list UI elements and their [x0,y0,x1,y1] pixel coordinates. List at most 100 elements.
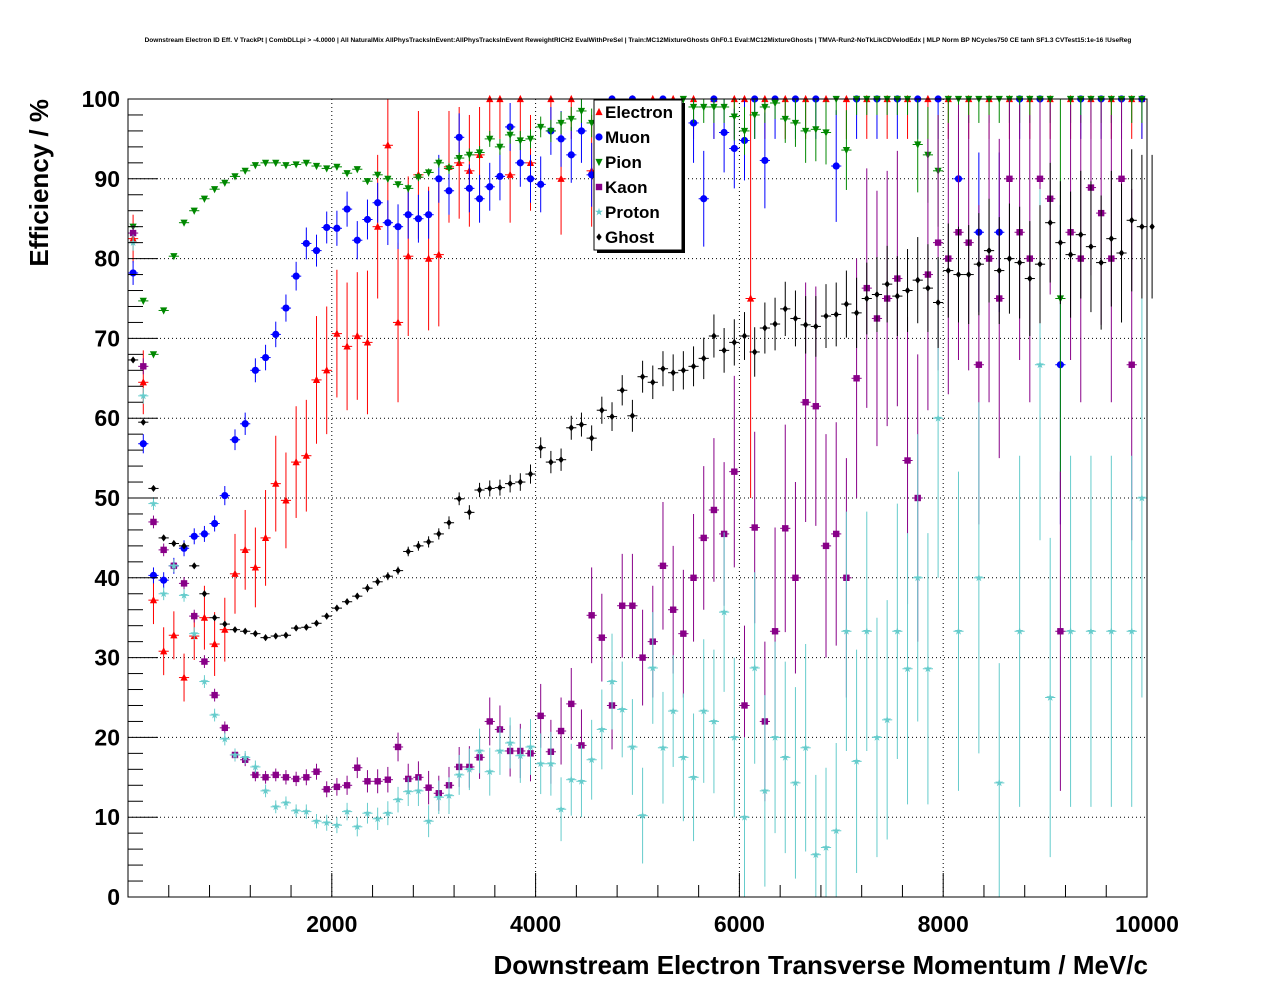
pion-point [535,116,546,138]
proton-marker [811,850,820,859]
muon-point [484,162,495,211]
ghost-point [1004,203,1015,314]
proton-marker [455,770,464,779]
proton-marker [923,664,932,673]
ghost-marker [201,590,208,598]
proton-point [515,728,526,783]
kaon-marker [252,771,259,779]
muon-point [250,358,261,383]
kaon-point [627,553,638,658]
kaon-marker [313,768,320,775]
y-tick-label: 60 [94,405,120,431]
proton-point [148,497,159,510]
ghost-point [525,464,536,484]
ghost-point [535,437,546,459]
proton-marker [587,755,596,764]
ghost-point [158,534,169,542]
ghost-marker [833,310,839,319]
pion-point [403,184,414,193]
pion-point [759,99,770,123]
proton-point [902,533,913,805]
proton-marker [281,798,290,807]
kaon-marker [669,606,677,613]
muon-point [474,174,485,223]
series-proton [128,189,1147,897]
kaon-marker [282,774,290,781]
electron-marker [425,254,433,262]
pion-marker [761,103,769,112]
muon-point [148,567,159,584]
ghost-point [637,360,648,393]
ghost-point [1024,221,1035,337]
proton-point [882,600,893,840]
pion-point [423,168,434,177]
ghost-point [729,319,740,366]
ghost-point [321,612,332,620]
muon-point [158,572,169,589]
pion-point [311,162,322,171]
pion-point [443,162,455,175]
proton-point [505,717,516,769]
proton-marker [893,627,902,635]
muon-marker [241,420,249,428]
kaon-marker [680,630,687,637]
muon-point [372,182,383,223]
proton-marker [669,706,678,715]
electron-marker [221,625,229,633]
ghost-marker [1149,223,1155,231]
muon-point [138,434,149,454]
proton-point [647,612,658,724]
electron-point [280,452,292,549]
pion-point [219,179,230,187]
ghost-marker [466,508,473,516]
electron-marker [139,378,147,386]
ghost-marker [252,630,259,638]
pion-marker [588,119,596,128]
proton-marker [883,715,892,724]
pion-marker [465,151,473,159]
proton-marker [618,705,627,713]
proton-point [606,633,618,730]
ghost-point [851,277,862,348]
proton-point [291,804,302,818]
muon-marker [129,269,137,277]
x-tick-label: 8000 [918,911,969,937]
ghost-point [1149,154,1155,299]
pion-point [301,159,312,167]
proton-point [566,743,577,816]
ghost-point [749,327,760,377]
ghost-marker [242,627,248,635]
pion-marker [221,179,229,187]
muon-marker [312,247,321,255]
ghost-marker [436,530,442,538]
y-axis-label: Efficiency / % [24,99,54,267]
electron-marker [557,174,565,182]
pion-marker [914,141,922,149]
electron-marker [312,375,321,383]
muon-marker [537,180,545,188]
muon-point [494,152,506,201]
y-tick-label: 20 [94,724,120,750]
muon-marker [730,144,738,153]
ghost-point [657,351,669,387]
proton-marker [740,813,749,821]
pion-marker [292,161,300,169]
ghost-point [902,249,913,333]
kaon-marker [598,634,606,641]
proton-point [382,801,393,826]
kaon-marker [1006,175,1013,182]
muon-point [321,211,332,244]
ghost-point [1075,170,1086,299]
ghost-marker [925,284,931,292]
kaon-point [668,545,679,674]
kaon-marker [1036,175,1044,182]
kaon-marker [802,399,809,406]
ghost-point [341,598,353,606]
ghost-point [953,226,964,323]
kaon-marker [129,229,137,237]
proton-point [1126,455,1137,807]
ghost-marker [140,418,146,426]
ghost-point [1116,183,1127,323]
proton-marker [312,816,321,825]
